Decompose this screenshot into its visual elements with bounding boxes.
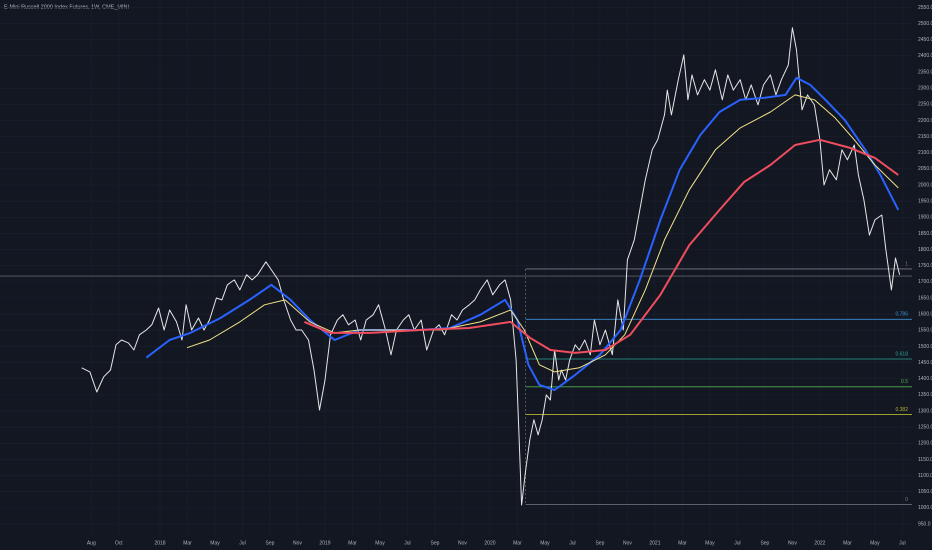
x-tick-label: Sep [760, 540, 769, 546]
x-tick-label: Oct [115, 540, 123, 546]
y-tick-label: 1500.0 [918, 344, 932, 350]
x-tick-label: 2018 [154, 540, 165, 546]
y-tick-label: 2300.0 [918, 85, 932, 91]
y-tick-label: 2550.0 [918, 5, 932, 11]
series-line [81, 27, 901, 506]
y-tick-label: 2350.0 [918, 69, 932, 75]
y-tick-label: 1650.0 [918, 295, 932, 301]
x-tick-label: May [375, 540, 385, 546]
grid [0, 0, 912, 535]
x-tick-label: Nov [623, 540, 632, 546]
x-tick-label: Jul [899, 540, 905, 546]
x-tick-label: Jul [404, 540, 410, 546]
fib-label: 0.618 [895, 351, 908, 357]
x-tick-label: Sep [595, 540, 604, 546]
series-line [186, 94, 899, 373]
x-tick-label: Mar [843, 540, 852, 546]
x-tick-label: Mar [348, 540, 357, 546]
y-tick-label: 2050.0 [918, 166, 932, 172]
fib-label: 0.786 [895, 312, 908, 318]
x-tick-label: Jul [239, 540, 245, 546]
y-tick-label: 950.0 [918, 521, 931, 527]
x-tick-label: Nov [458, 540, 467, 546]
y-tick-label: 1350.0 [918, 392, 932, 398]
x-tick-label: Aug [87, 540, 96, 546]
x-tick-label: 2022 [814, 540, 825, 546]
x-tick-label: Nov [293, 540, 302, 546]
y-tick-label: 1550.0 [918, 328, 932, 334]
y-tick-label: 1700.0 [918, 279, 932, 285]
fib-label: 0 [905, 497, 908, 503]
y-tick-label: 1450.0 [918, 360, 932, 366]
x-tick-label: Jul [734, 540, 740, 546]
x-tick-label: Nov [788, 540, 797, 546]
y-tick-label: 1950.0 [918, 198, 932, 204]
x-tick-label: May [705, 540, 715, 546]
y-tick-label: 1300.0 [918, 408, 932, 414]
y-tick-label: 2150.0 [918, 134, 932, 140]
x-tick-label: 2019 [319, 540, 330, 546]
x-tick-label: Sep [431, 540, 440, 546]
x-tick-label: Jul [569, 540, 575, 546]
x-tick-label: Sep [266, 540, 275, 546]
y-tick-label: 1250.0 [918, 424, 932, 430]
x-tick-label: 2021 [649, 540, 660, 546]
y-tick-label: 1150.0 [918, 457, 932, 463]
fib-label: 0.382 [895, 407, 908, 413]
y-tick-label: 1750.0 [918, 263, 932, 269]
y-tick-label: 1600.0 [918, 311, 932, 317]
x-tick-label: May [210, 540, 220, 546]
y-tick-label: 1800.0 [918, 247, 932, 253]
series-line [304, 138, 899, 354]
y-tick-label: 2500.0 [918, 21, 932, 27]
x-tick-label: Mar [513, 540, 522, 546]
y-tick-label: 2450.0 [918, 37, 932, 43]
y-tick-label: 2200.0 [918, 118, 932, 124]
series-line [145, 76, 900, 391]
y-tick-label: 1100.0 [918, 473, 932, 479]
y-tick-label: 1850.0 [918, 231, 932, 237]
x-tick-label: Mar [183, 540, 192, 546]
y-tick-label: 2100.0 [918, 150, 932, 156]
x-tick-label: Mar [678, 540, 687, 546]
x-tick-label: 2020 [484, 540, 495, 546]
x-tick-label: May [540, 540, 550, 546]
y-tick-label: 1200.0 [918, 441, 932, 447]
y-tick-label: 2250.0 [918, 102, 932, 108]
y-tick-label: 2000.0 [918, 182, 932, 188]
y-tick-label: 1050.0 [918, 489, 932, 495]
y-tick-label: 1900.0 [918, 215, 932, 221]
y-tick-label: 2400.0 [918, 53, 932, 59]
fib-label: 1 [905, 261, 908, 267]
x-tick-label: May [870, 540, 880, 546]
y-tick-label: 1000.0 [918, 505, 932, 511]
fib-label: 0.5 [901, 379, 908, 385]
y-tick-label: 1400.0 [918, 376, 932, 382]
